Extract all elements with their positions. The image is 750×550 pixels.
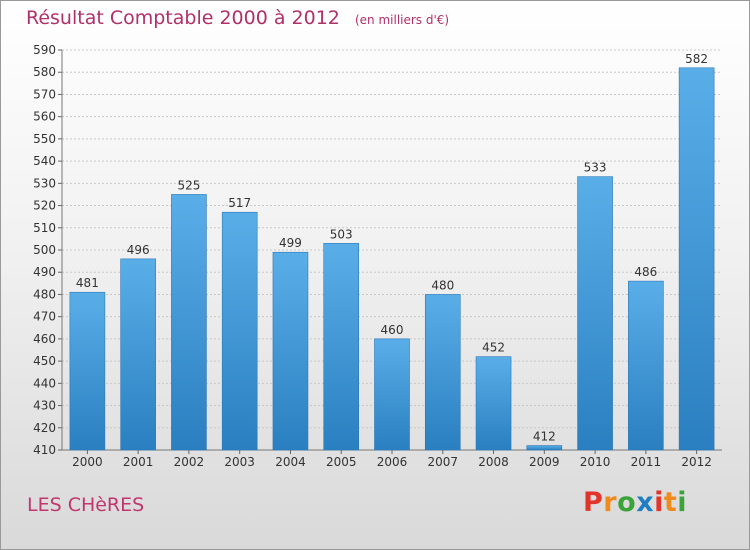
- bar-value-label: 480: [431, 278, 454, 292]
- y-tick-label: 520: [33, 199, 56, 213]
- chart-unit: (en milliers d'€): [354, 13, 450, 27]
- bar-value-label: 496: [127, 243, 150, 257]
- bar-value-label: 412: [533, 430, 556, 444]
- bar-value-label: 499: [279, 236, 302, 250]
- x-tick-label: 2007: [427, 455, 458, 469]
- chart-title: Résultat Comptable 2000 à 2012 (en milli…: [26, 7, 449, 29]
- brand-letter: i: [677, 487, 688, 518]
- y-tick-label: 410: [33, 443, 56, 457]
- x-tick-label: 2006: [377, 455, 408, 469]
- x-tick-label: 2008: [478, 455, 509, 469]
- proxiti-logo: Proxiti: [583, 487, 687, 518]
- bar: [69, 291, 106, 451]
- brand-letter: i: [654, 487, 664, 518]
- y-tick-label: 480: [33, 287, 56, 301]
- bar: [221, 211, 258, 451]
- brand-letter: r: [603, 487, 618, 518]
- x-tick-label: 2012: [681, 455, 712, 469]
- x-tick-label: 2002: [174, 455, 205, 469]
- bar-value-label: 486: [634, 265, 657, 279]
- y-tick-label: 470: [33, 310, 56, 324]
- bar: [171, 194, 207, 451]
- y-tick-label: 500: [33, 243, 56, 257]
- bar: [475, 356, 512, 451]
- place-name: LES CHèRES: [27, 494, 145, 516]
- bar: [424, 294, 461, 451]
- brand-letter: o: [617, 487, 637, 518]
- y-tick-label: 550: [33, 132, 56, 146]
- x-tick-label: 2011: [631, 455, 662, 469]
- bar-value-label: 517: [228, 196, 251, 210]
- brand-letter: P: [583, 487, 604, 518]
- bar-value-label: 460: [381, 323, 404, 337]
- y-tick-label: 590: [33, 43, 56, 57]
- y-tick-label: 460: [33, 332, 56, 346]
- bar-value-label: 452: [482, 341, 505, 355]
- bar: [577, 176, 613, 451]
- bar-value-label: 582: [685, 52, 708, 66]
- y-tick-label: 450: [33, 354, 56, 368]
- y-tick-label: 580: [33, 65, 56, 79]
- bar: [678, 67, 715, 451]
- y-tick-label: 560: [33, 110, 56, 124]
- y-tick-label: 510: [33, 221, 56, 235]
- y-tick-label: 430: [33, 399, 56, 413]
- bar-value-label: 481: [76, 276, 99, 290]
- bar-value-label: 503: [330, 227, 353, 241]
- bar: [374, 338, 410, 451]
- bar: [272, 251, 309, 451]
- y-tick-label: 530: [33, 176, 56, 190]
- x-tick-label: 2004: [275, 455, 306, 469]
- x-tick-label: 2009: [529, 455, 560, 469]
- y-tick-label: 420: [33, 421, 56, 435]
- chart-title-text: Résultat Comptable 2000 à 2012: [26, 7, 340, 29]
- brand-letter: x: [636, 487, 655, 518]
- x-tick-label: 2010: [580, 455, 611, 469]
- y-tick-label: 490: [33, 265, 56, 279]
- y-tick-label: 540: [33, 154, 56, 168]
- x-tick-label: 2003: [224, 455, 255, 469]
- brand-letter: t: [663, 487, 678, 518]
- y-tick-label: 570: [33, 87, 56, 101]
- bar-value-label: 525: [177, 178, 200, 192]
- bar: [628, 280, 664, 451]
- bar-value-label: 533: [584, 161, 607, 175]
- bar: [120, 258, 156, 451]
- bar: [323, 243, 360, 451]
- x-tick-label: 2005: [326, 455, 357, 469]
- y-tick-label: 440: [33, 376, 56, 390]
- bar: [526, 445, 563, 451]
- x-tick-label: 2001: [123, 455, 154, 469]
- x-tick-label: 2000: [72, 455, 103, 469]
